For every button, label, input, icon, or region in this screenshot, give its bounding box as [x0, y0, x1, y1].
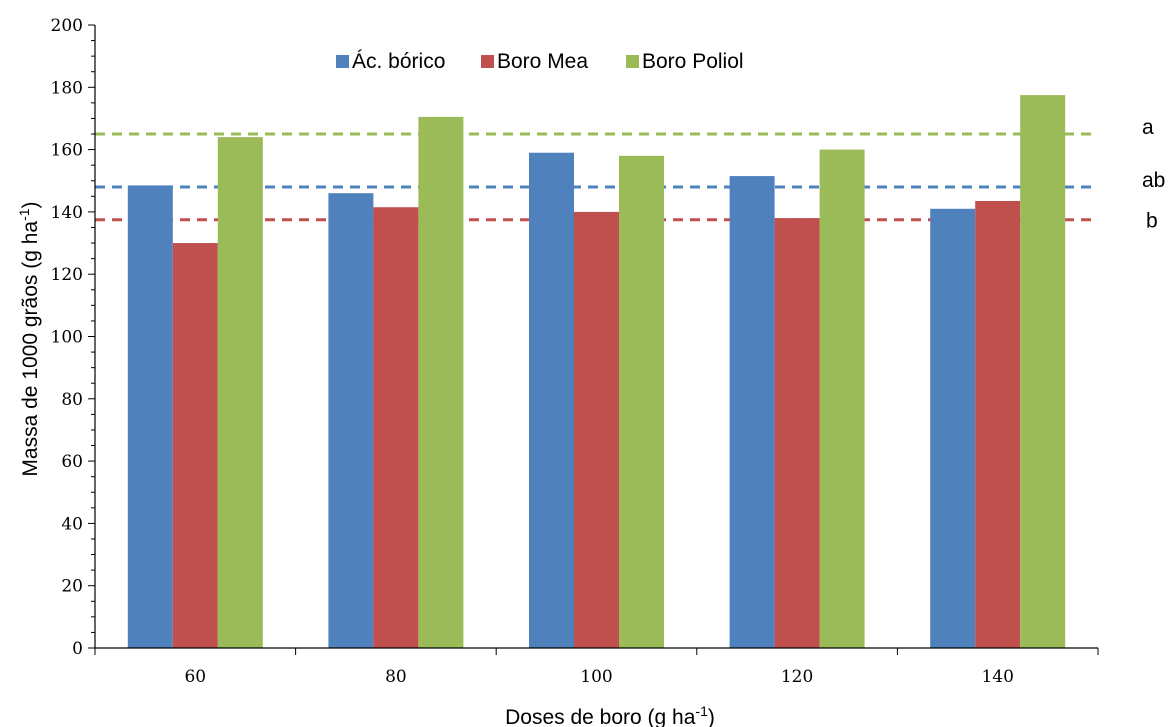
- bar-series-2-cat-120: [774, 218, 820, 648]
- x-axis-title-superscript: -1: [695, 703, 708, 719]
- significance-label-1: a: [1142, 116, 1154, 139]
- legend-label-1: Ác. bórico: [352, 50, 445, 73]
- y-tick-label: 0: [72, 639, 83, 659]
- legend-label-3: Boro Poliol: [642, 50, 744, 73]
- x-axis-title: Doses de boro (g ha-1): [505, 703, 715, 727]
- bar-series-1-cat-140: [930, 208, 976, 648]
- bar-series-3-cat-140: [1020, 95, 1066, 648]
- y-tick-label: 40: [61, 514, 83, 534]
- bar-series-2-cat-100: [574, 211, 619, 648]
- legend-swatch-3: [626, 55, 639, 68]
- bar-series-2-cat-140: [975, 200, 1021, 648]
- y-tick-label: 20: [61, 577, 83, 597]
- bar-series-3-cat-120: [819, 149, 865, 648]
- legend-swatch-1: [336, 55, 349, 68]
- y-tick-label: 140: [51, 203, 83, 223]
- y-tick-label: 120: [51, 265, 83, 285]
- y-tick-label: 200: [51, 16, 83, 36]
- bar-series-3-cat-80: [418, 116, 464, 648]
- bar-series-1-cat-80: [328, 193, 374, 648]
- x-tick-label: 80: [385, 667, 407, 687]
- bars: [127, 95, 1066, 649]
- legend-swatch-2: [481, 55, 494, 68]
- legend: Ác. bórico Boro Mea Boro Poliol: [336, 50, 744, 73]
- bar-series-2-cat-60: [172, 243, 218, 649]
- axes: 0 20 40 60 80 100 120 140 160 180 200 60 80 100 120 140: [51, 16, 1099, 687]
- y-axis-title-superscript: -1: [16, 208, 32, 221]
- x-tick-label: 60: [184, 667, 206, 687]
- y-tick-label: 100: [51, 328, 83, 348]
- significance-labels: a ab b: [1142, 116, 1165, 233]
- x-tick-label: 140: [981, 667, 1013, 687]
- bar-series-3-cat-100: [619, 155, 664, 648]
- x-tick-label: 120: [781, 667, 813, 687]
- bar-series-2-cat-80: [373, 207, 419, 649]
- bar-series-1-cat-100: [529, 152, 574, 648]
- y-tick-label: 80: [61, 390, 83, 410]
- y-tick-label: 160: [51, 141, 83, 161]
- significance-label-3: b: [1146, 210, 1158, 233]
- bar-series-1-cat-120: [729, 176, 775, 648]
- y-tick-label: 180: [51, 78, 83, 98]
- bar-series-1-cat-60: [127, 185, 173, 649]
- legend-label-2: Boro Mea: [497, 50, 588, 73]
- y-tick-label: 60: [61, 452, 83, 472]
- x-tick-label: 100: [580, 667, 612, 687]
- significance-label-2: ab: [1142, 169, 1165, 192]
- y-axis-title: Massa de 1000 grãos (g ha-1): [16, 201, 42, 476]
- bar-series-3-cat-60: [217, 137, 263, 648]
